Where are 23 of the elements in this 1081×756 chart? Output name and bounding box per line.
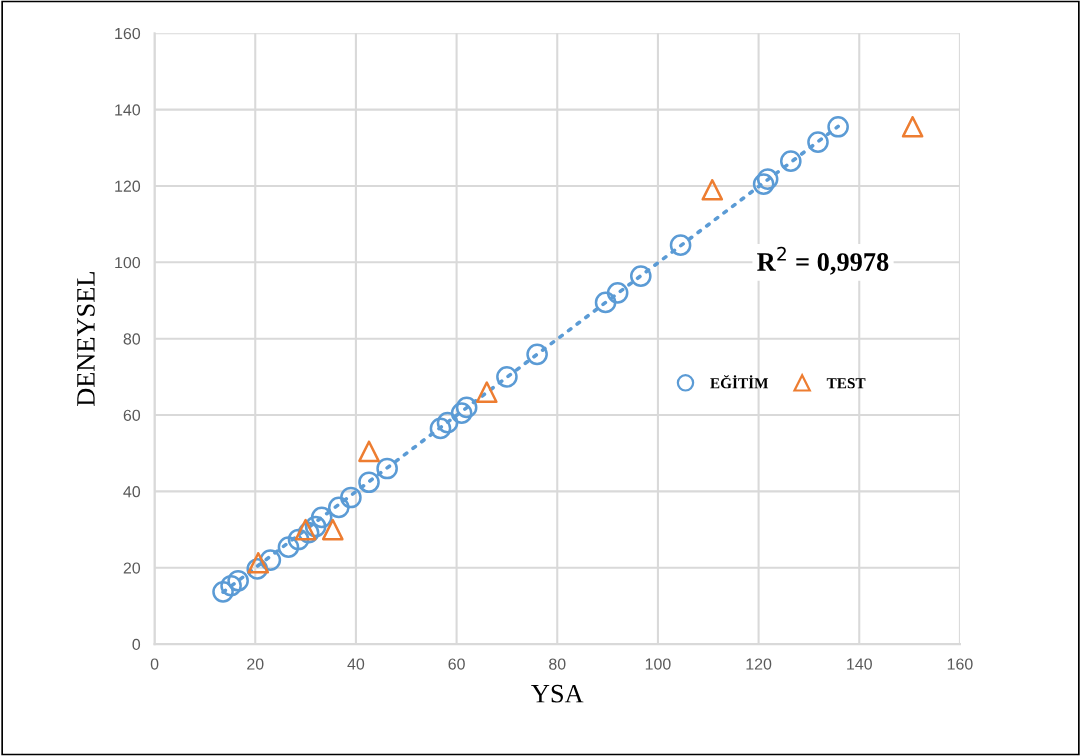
y-tick-label: 20	[123, 562, 141, 574]
y-tick-label: 160	[115, 27, 141, 40]
y-tick-label: 120	[115, 180, 141, 192]
y-tick-label: 80	[123, 333, 141, 345]
x-tick-label: 160	[947, 658, 973, 670]
y-axis-title: DENEYSEL	[77, 272, 95, 407]
y-tick-label: 40	[123, 486, 141, 498]
legend-label: TEST	[826, 378, 866, 389]
y-tick-label: 100	[115, 256, 141, 269]
x-tick-label: 100	[645, 658, 671, 670]
x-axis-title: YSA	[531, 684, 584, 703]
y-tick-label: 60	[123, 409, 141, 421]
legend-label: EĞİTİM	[710, 375, 769, 389]
x-tick-label: 20	[247, 658, 264, 670]
y-tick-label: 140	[115, 104, 141, 116]
x-tick-label: 140	[847, 658, 872, 670]
x-tick-label: 0	[150, 658, 159, 670]
x-tick-label: 40	[347, 658, 365, 670]
x-tick-label: 120	[746, 658, 772, 670]
y-tick-label: 0	[132, 638, 141, 651]
x-tick-label: 80	[549, 658, 566, 670]
annotation: R$^{2}$ = 0,9978	[757, 246, 889, 275]
x-tick-label: 60	[448, 658, 465, 670]
